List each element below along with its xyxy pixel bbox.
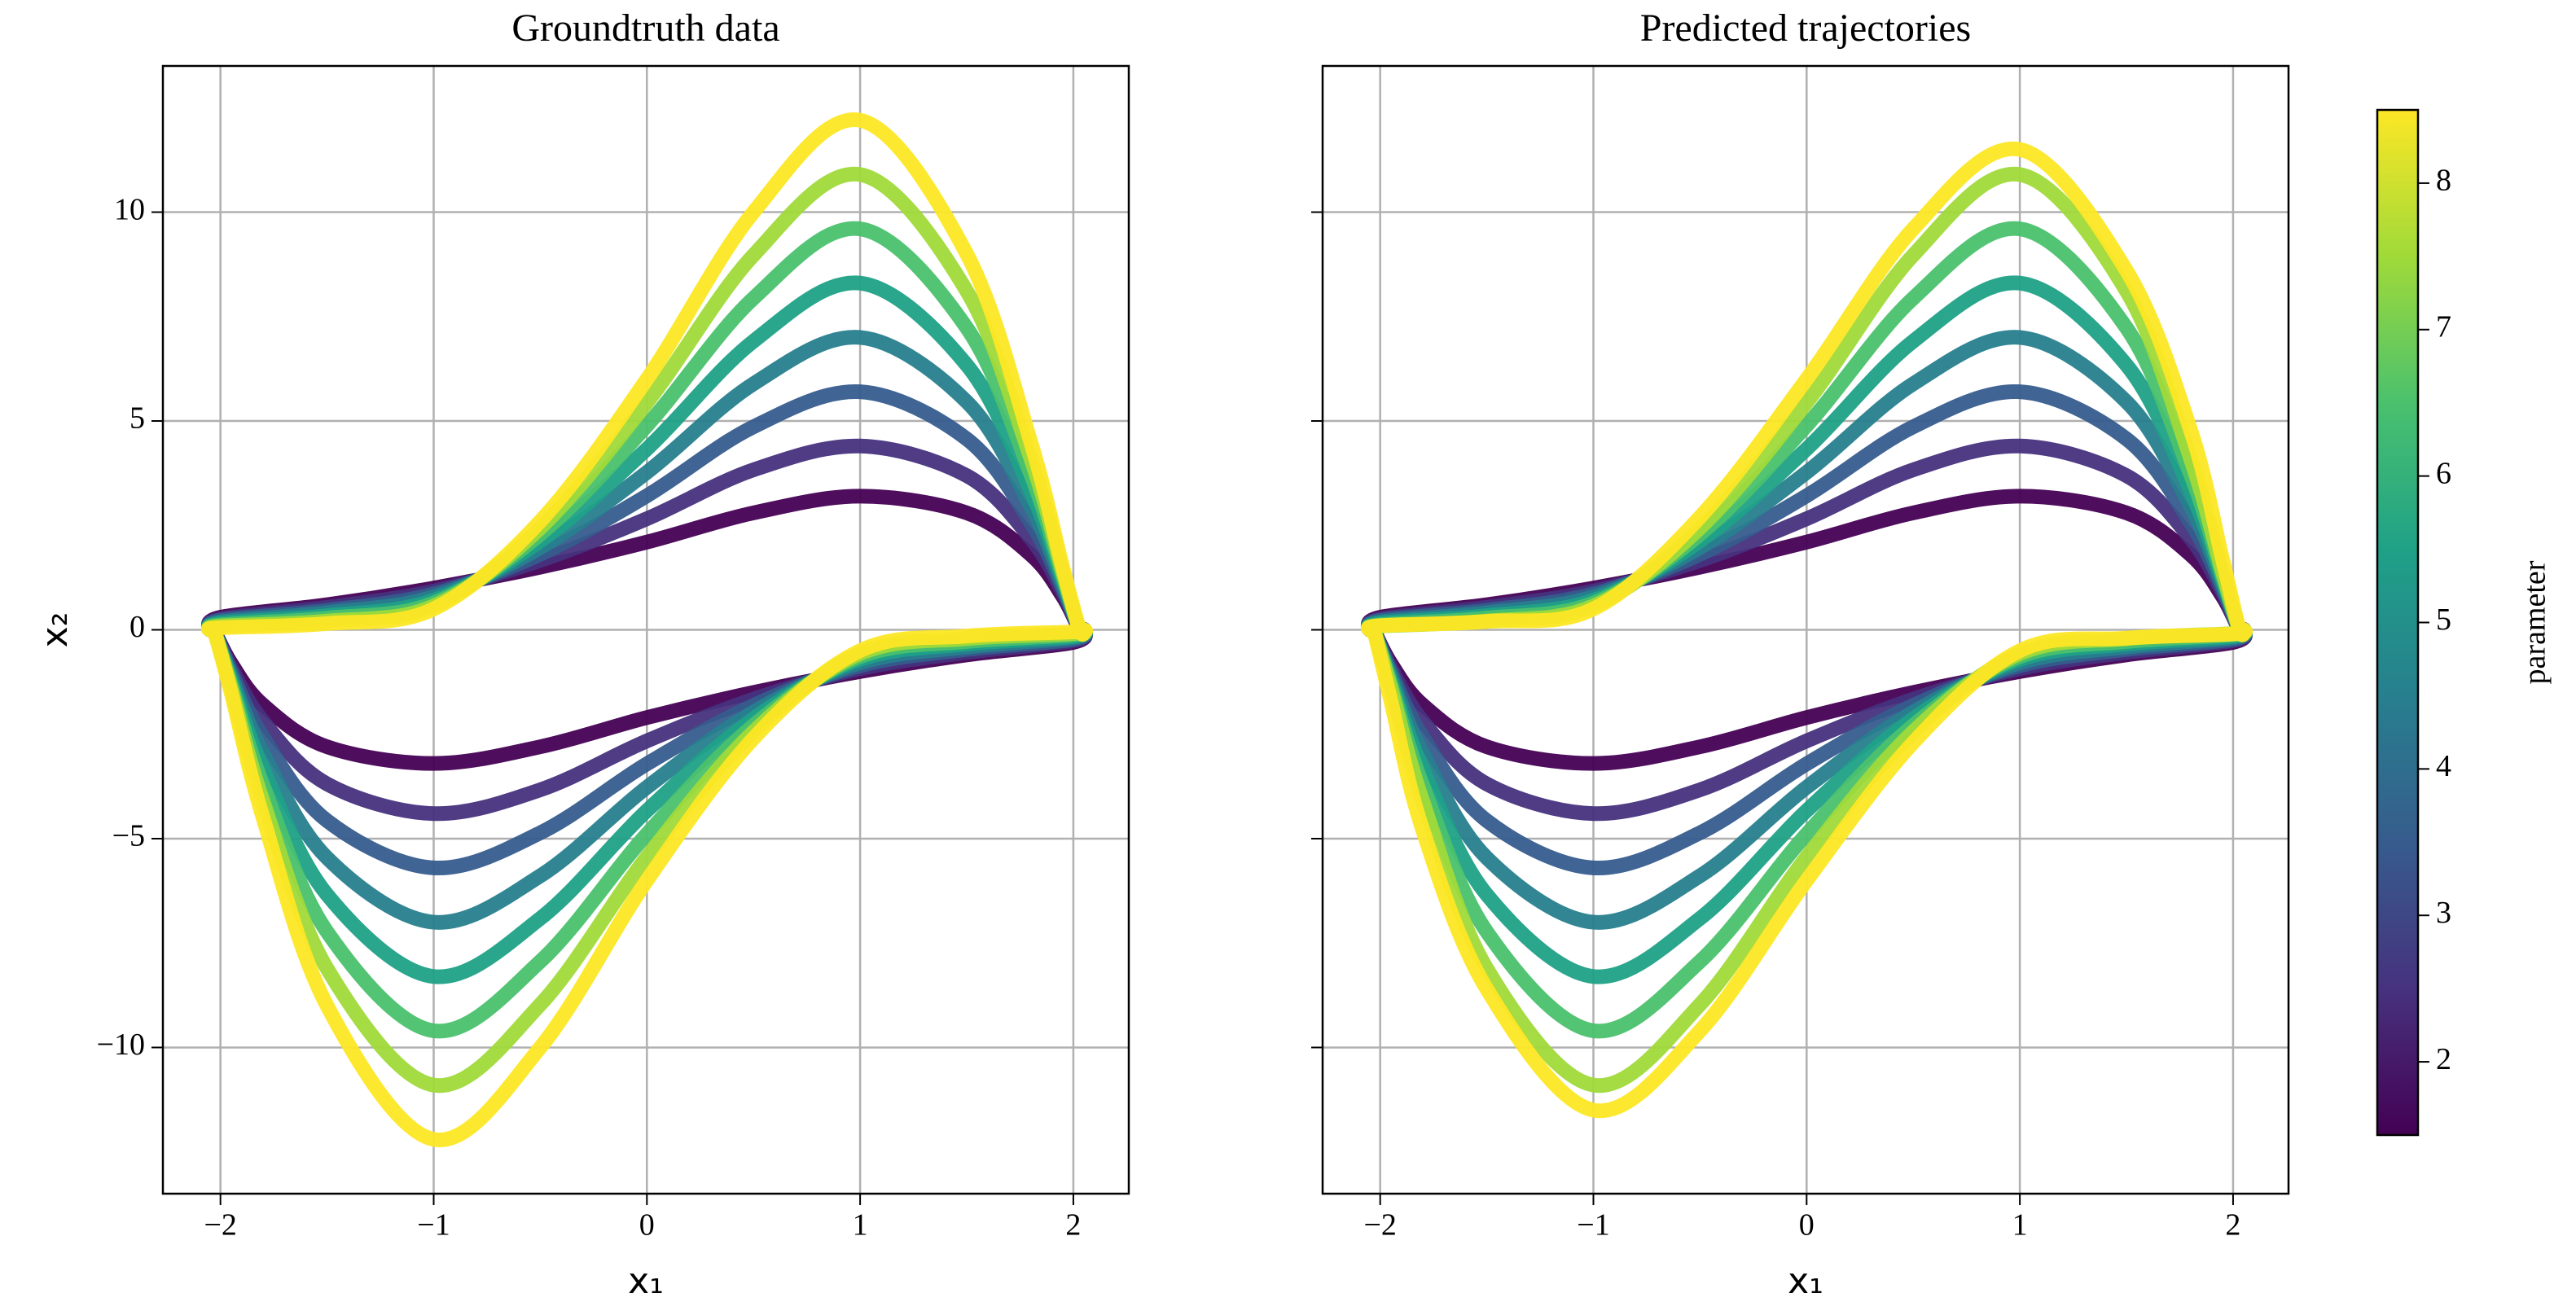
colorbar-tick-label: 3 <box>2436 896 2451 930</box>
y-tick-label: −5 <box>112 819 145 853</box>
x-tick-label: 0 <box>639 1208 655 1243</box>
colorbar <box>2376 108 2420 1137</box>
colorbar-tick-label: 7 <box>2436 310 2451 344</box>
axes-frame <box>161 64 1130 1195</box>
colorbar-tick-label: 8 <box>2436 164 2451 198</box>
y-tick-label: 0 <box>129 610 145 644</box>
y-tick-label: −10 <box>97 1028 145 1062</box>
x-tick-label: −2 <box>1363 1208 1396 1243</box>
y-tick-label: 5 <box>129 401 145 436</box>
colorbar-tick-label: 5 <box>2436 603 2451 637</box>
x-tick-label: 1 <box>853 1208 868 1243</box>
chart-title: Predicted trajectories <box>1640 7 1971 50</box>
x-tick-label: 0 <box>1799 1208 1815 1243</box>
x-tick-label: 2 <box>1065 1208 1081 1243</box>
trajectory <box>1360 141 2253 1119</box>
x-tick-label: −1 <box>1577 1208 1609 1243</box>
x-tick-label: −1 <box>417 1208 450 1243</box>
colorbar-tick-label: 2 <box>2436 1042 2451 1076</box>
x-tick-label: −2 <box>204 1208 236 1243</box>
x-axis-label: x₁ <box>628 1260 664 1302</box>
colorbar-label: parameter <box>2518 560 2552 684</box>
colorbar-tick-label: 4 <box>2436 749 2451 783</box>
x-tick-label: 1 <box>2012 1208 2028 1243</box>
colorbar-tick-label: 6 <box>2436 456 2451 490</box>
axes-frame <box>1321 64 2290 1195</box>
x-axis-label: x₁ <box>1788 1260 1823 1302</box>
chart-title: Groundtruth data <box>511 7 779 50</box>
y-axis-label: x₂ <box>34 612 76 648</box>
x-tick-label: 2 <box>2225 1208 2240 1243</box>
trajectory <box>200 112 1093 1147</box>
y-tick-label: 10 <box>114 192 145 226</box>
